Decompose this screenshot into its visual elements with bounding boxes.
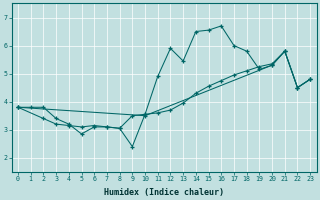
- X-axis label: Humidex (Indice chaleur): Humidex (Indice chaleur): [104, 188, 224, 197]
